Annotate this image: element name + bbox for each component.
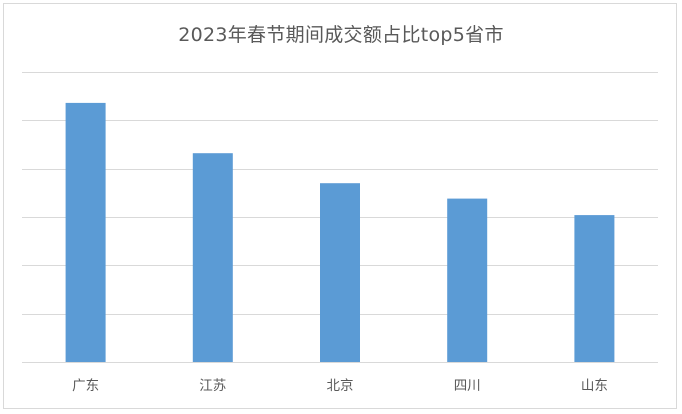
chart-title: 2023年春节期间成交额占比top5省市: [178, 24, 504, 46]
x-tick-label: 四川: [454, 378, 481, 394]
bars: [65, 102, 615, 363]
x-axis-labels: 广东 江苏 北京 四川 山东: [72, 378, 608, 394]
x-tick-label: 山东: [581, 378, 608, 394]
x-tick-label: 广东: [72, 378, 99, 394]
bar-4: [574, 215, 615, 362]
x-tick-label: 北京: [327, 378, 354, 394]
bar-2: [320, 183, 360, 362]
bar-0: [65, 102, 106, 363]
bar-3: [447, 198, 488, 362]
bar-1: [192, 153, 233, 362]
x-tick-label: 江苏: [199, 378, 226, 394]
